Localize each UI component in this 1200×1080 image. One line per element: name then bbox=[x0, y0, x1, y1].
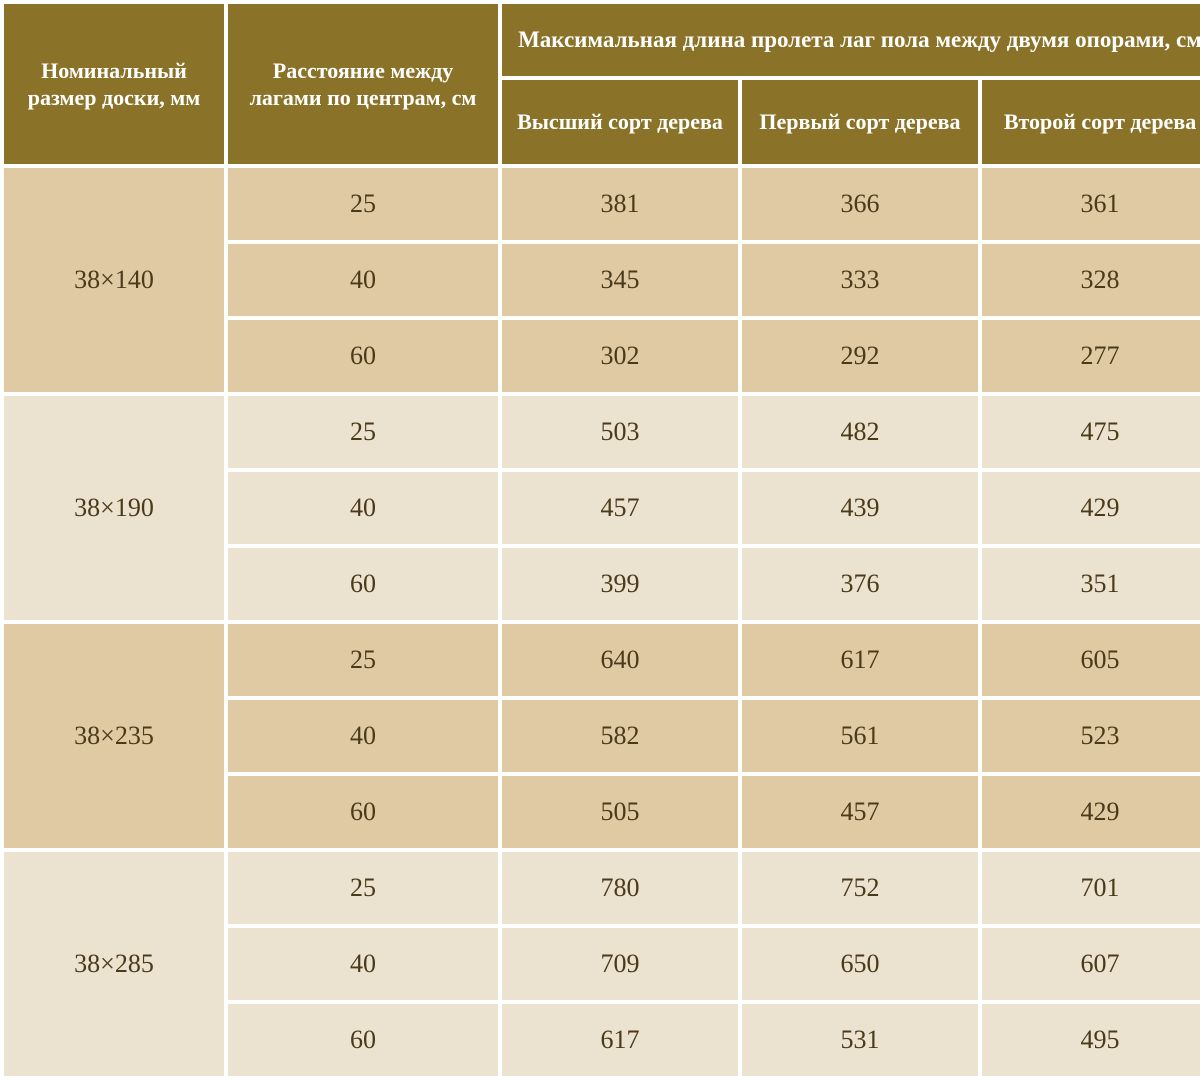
span-value-cell: 709 bbox=[502, 928, 738, 1000]
spacing-cell: 60 bbox=[228, 548, 498, 620]
span-table: Номинальный размер доски, мм Расстояние … bbox=[0, 0, 1200, 1080]
span-value-cell: 457 bbox=[502, 472, 738, 544]
span-value-cell: 429 bbox=[982, 472, 1200, 544]
board-size-cell: 38×190 bbox=[4, 396, 224, 620]
span-value-cell: 351 bbox=[982, 548, 1200, 620]
span-value-cell: 531 bbox=[742, 1004, 978, 1076]
spacing-cell: 60 bbox=[228, 1004, 498, 1076]
span-value-cell: 617 bbox=[502, 1004, 738, 1076]
span-value-cell: 439 bbox=[742, 472, 978, 544]
table-row: 38×28525780752701 bbox=[4, 852, 1200, 924]
spacing-cell: 25 bbox=[228, 624, 498, 696]
spacing-cell: 40 bbox=[228, 472, 498, 544]
board-size-cell: 38×285 bbox=[4, 852, 224, 1076]
table-row: 38×19025503482475 bbox=[4, 396, 1200, 468]
spacing-cell: 60 bbox=[228, 776, 498, 848]
spacing-cell: 40 bbox=[228, 244, 498, 316]
spacing-cell: 40 bbox=[228, 928, 498, 1000]
span-value-cell: 333 bbox=[742, 244, 978, 316]
spacing-cell: 25 bbox=[228, 396, 498, 468]
span-value-cell: 495 bbox=[982, 1004, 1200, 1076]
span-value-cell: 503 bbox=[502, 396, 738, 468]
span-value-cell: 475 bbox=[982, 396, 1200, 468]
header-second-grade: Второй сорт дерева bbox=[982, 80, 1200, 164]
board-size-cell: 38×140 bbox=[4, 168, 224, 392]
span-value-cell: 366 bbox=[742, 168, 978, 240]
span-value-cell: 457 bbox=[742, 776, 978, 848]
header-joist-spacing: Расстояние между лагами по центрам, см bbox=[228, 4, 498, 164]
span-value-cell: 482 bbox=[742, 396, 978, 468]
span-value-cell: 292 bbox=[742, 320, 978, 392]
span-value-cell: 607 bbox=[982, 928, 1200, 1000]
span-value-cell: 505 bbox=[502, 776, 738, 848]
spacing-cell: 25 bbox=[228, 168, 498, 240]
span-value-cell: 701 bbox=[982, 852, 1200, 924]
span-value-cell: 780 bbox=[502, 852, 738, 924]
spacing-cell: 25 bbox=[228, 852, 498, 924]
span-value-cell: 617 bbox=[742, 624, 978, 696]
span-value-cell: 605 bbox=[982, 624, 1200, 696]
span-value-cell: 640 bbox=[502, 624, 738, 696]
span-value-cell: 561 bbox=[742, 700, 978, 772]
span-value-cell: 429 bbox=[982, 776, 1200, 848]
span-value-cell: 399 bbox=[502, 548, 738, 620]
span-value-cell: 302 bbox=[502, 320, 738, 392]
board-size-cell: 38×235 bbox=[4, 624, 224, 848]
span-value-cell: 328 bbox=[982, 244, 1200, 316]
header-top-grade: Высший сорт дерева bbox=[502, 80, 738, 164]
span-value-cell: 277 bbox=[982, 320, 1200, 392]
header-max-span-super: Максимальная длина пролета лаг пола межд… bbox=[502, 4, 1200, 76]
spacing-cell: 60 bbox=[228, 320, 498, 392]
span-value-cell: 752 bbox=[742, 852, 978, 924]
span-value-cell: 523 bbox=[982, 700, 1200, 772]
table-row: 38×14025381366361 bbox=[4, 168, 1200, 240]
spacing-cell: 40 bbox=[228, 700, 498, 772]
span-value-cell: 582 bbox=[502, 700, 738, 772]
span-value-cell: 650 bbox=[742, 928, 978, 1000]
header-first-grade: Первый сорт дерева bbox=[742, 80, 978, 164]
span-value-cell: 361 bbox=[982, 168, 1200, 240]
header-board-size: Номинальный размер доски, мм bbox=[4, 4, 224, 164]
span-value-cell: 345 bbox=[502, 244, 738, 316]
span-value-cell: 376 bbox=[742, 548, 978, 620]
table-row: 38×23525640617605 bbox=[4, 624, 1200, 696]
span-value-cell: 381 bbox=[502, 168, 738, 240]
